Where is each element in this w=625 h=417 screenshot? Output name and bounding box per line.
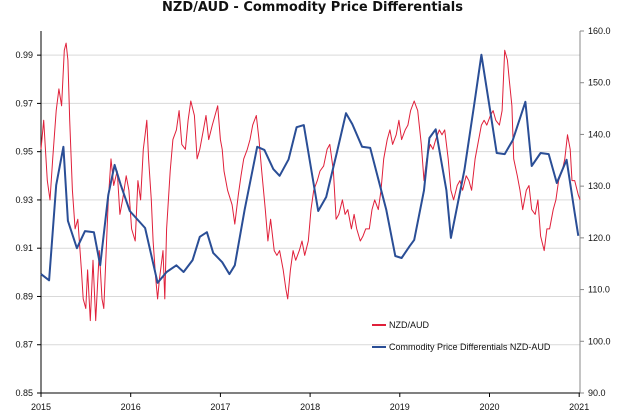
y-right-tick-label: 100.0 — [588, 336, 611, 346]
y-right-tick-label: 140.0 — [588, 129, 611, 139]
x-tick-label: 2019 — [390, 402, 410, 412]
x-tick-label: 2015 — [31, 402, 51, 412]
y-left-tick-label: 0.87 — [15, 340, 33, 350]
nzd-aud-line — [40, 42, 581, 322]
x-tick-label: 2018 — [300, 402, 320, 412]
y-right-tick-label: 120.0 — [588, 233, 611, 243]
y-right-tick-label: 90.0 — [588, 388, 606, 398]
chart-title: NZD/AUD - Commodity Price Differentials — [162, 0, 463, 15]
legend-label: Commodity Price Differentials NZD-AUD — [389, 342, 551, 352]
y-right-tick-label: 130.0 — [588, 181, 611, 191]
y-left-tick-label: 0.97 — [15, 98, 33, 108]
y-left-tick-label: 0.93 — [15, 195, 33, 205]
legend-label: NZD/AUD — [389, 320, 429, 330]
y-right-tick-label: 160.0 — [588, 26, 611, 36]
x-tick-label: 2020 — [479, 402, 499, 412]
y-right-tick-label: 110.0 — [588, 285, 610, 295]
y-left-tick-label: 0.95 — [15, 147, 33, 157]
y-right-tick-label: 150.0 — [588, 78, 611, 88]
x-tick-label: 2017 — [210, 402, 230, 412]
y-left-tick-label: 0.91 — [15, 243, 33, 253]
x-tick-label: 2016 — [121, 402, 141, 412]
y-left-tick-label: 0.99 — [15, 50, 33, 60]
y-left-tick-label: 0.89 — [15, 291, 33, 301]
x-tick-label: 2021 — [569, 402, 589, 412]
y-left-tick-label: 0.85 — [15, 388, 33, 398]
commodity-differential-line — [40, 53, 580, 284]
